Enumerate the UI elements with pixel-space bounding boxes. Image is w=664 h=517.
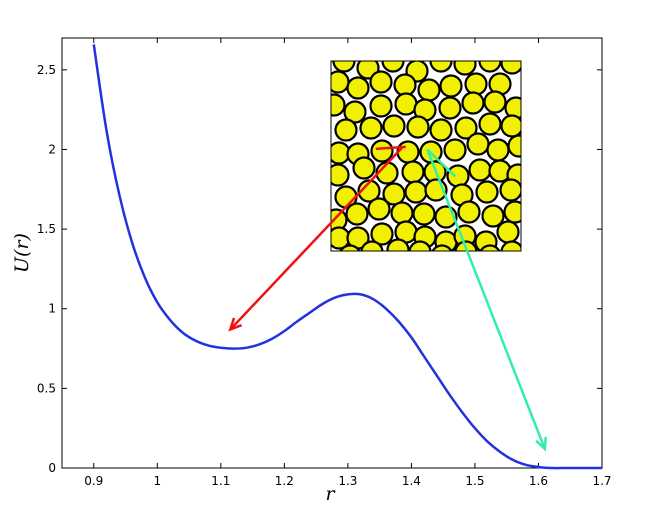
annotation-arrow-line <box>426 149 546 450</box>
particle <box>457 200 481 224</box>
particle <box>370 222 394 246</box>
particle <box>478 112 502 136</box>
bond-marker <box>375 145 406 151</box>
particle <box>446 164 470 188</box>
particle <box>401 160 425 184</box>
particle <box>357 179 381 203</box>
particle <box>332 61 356 73</box>
particle <box>429 61 453 73</box>
particle <box>352 156 376 180</box>
y-tick-label: 2.5 <box>37 63 56 77</box>
x-tick-label: 1.4 <box>402 474 421 488</box>
particle <box>382 182 406 206</box>
particle <box>464 72 488 96</box>
x-tick-label: 1.1 <box>211 474 230 488</box>
particle <box>370 139 394 163</box>
particle <box>507 134 521 158</box>
particle <box>396 140 420 164</box>
particle <box>408 240 432 251</box>
particle <box>429 118 453 142</box>
axis-ticks <box>62 38 603 469</box>
particle <box>500 240 521 251</box>
particle <box>475 180 499 204</box>
y-tick-label: 1.5 <box>37 222 56 236</box>
particle <box>394 92 418 116</box>
y-tick-label: 0.5 <box>37 381 56 395</box>
x-tick-label: 1.3 <box>338 474 357 488</box>
x-tick-label: 1.7 <box>592 474 611 488</box>
y-tick-label: 1 <box>48 302 56 316</box>
particle <box>339 244 361 251</box>
particle <box>393 73 417 97</box>
particle <box>496 220 520 244</box>
annotation-arrows <box>228 145 547 452</box>
particle <box>479 244 501 251</box>
annotation-arrow-head <box>535 436 547 452</box>
particle <box>500 61 521 75</box>
particle <box>500 114 521 138</box>
particle <box>331 141 351 165</box>
y-tick-label: 2 <box>48 142 56 156</box>
particle <box>404 180 428 204</box>
x-tick-label: 1.2 <box>275 474 294 488</box>
particle <box>483 90 507 114</box>
particle <box>369 94 393 118</box>
y-axis-title: U(r) <box>11 233 33 273</box>
particle <box>334 118 358 142</box>
y-axis-title-text: U(r) <box>11 233 33 273</box>
bond-marker <box>426 148 457 178</box>
particle <box>468 158 492 182</box>
particle <box>461 91 485 115</box>
particle <box>443 138 467 162</box>
particle <box>454 116 478 140</box>
particle <box>412 202 436 226</box>
particle <box>331 93 346 117</box>
particle <box>343 100 367 124</box>
particle <box>345 202 369 226</box>
particle <box>478 61 502 73</box>
particle <box>486 138 510 162</box>
particle <box>439 74 463 98</box>
particle <box>466 132 490 156</box>
particle <box>390 201 414 225</box>
particle-group <box>331 61 521 251</box>
tick-labels: 0.9 1 1.1 1.2 1.3 1.4 1.5 1.6 1.7 0 0.5 1 1.5 2 2.5 <box>37 63 612 488</box>
y-tick-label: 0 <box>48 461 56 475</box>
particle <box>431 244 453 251</box>
particle <box>381 61 405 73</box>
particle <box>331 163 350 187</box>
x-tick-label: 1 <box>153 474 161 488</box>
particle <box>503 200 521 224</box>
annotation-arrow-line <box>229 147 403 331</box>
particle <box>346 76 370 100</box>
inset-particle-snapshot <box>330 60 522 252</box>
particle <box>369 70 393 94</box>
particle <box>438 96 462 120</box>
particle <box>406 115 430 139</box>
particle <box>417 78 441 102</box>
particle <box>360 240 384 251</box>
annotation-arrow-head <box>228 317 243 332</box>
particle <box>359 116 383 140</box>
particle <box>453 61 477 76</box>
particle <box>386 238 410 251</box>
x-axis-title: r <box>325 483 336 505</box>
particle <box>499 178 521 202</box>
x-tick-label: 0.9 <box>84 474 103 488</box>
particle <box>367 197 391 221</box>
particle <box>382 114 406 138</box>
x-tick-label: 1.5 <box>465 474 484 488</box>
particle <box>481 204 505 228</box>
potential-curve <box>92 44 602 470</box>
x-tick-label: 1.6 <box>529 474 548 488</box>
